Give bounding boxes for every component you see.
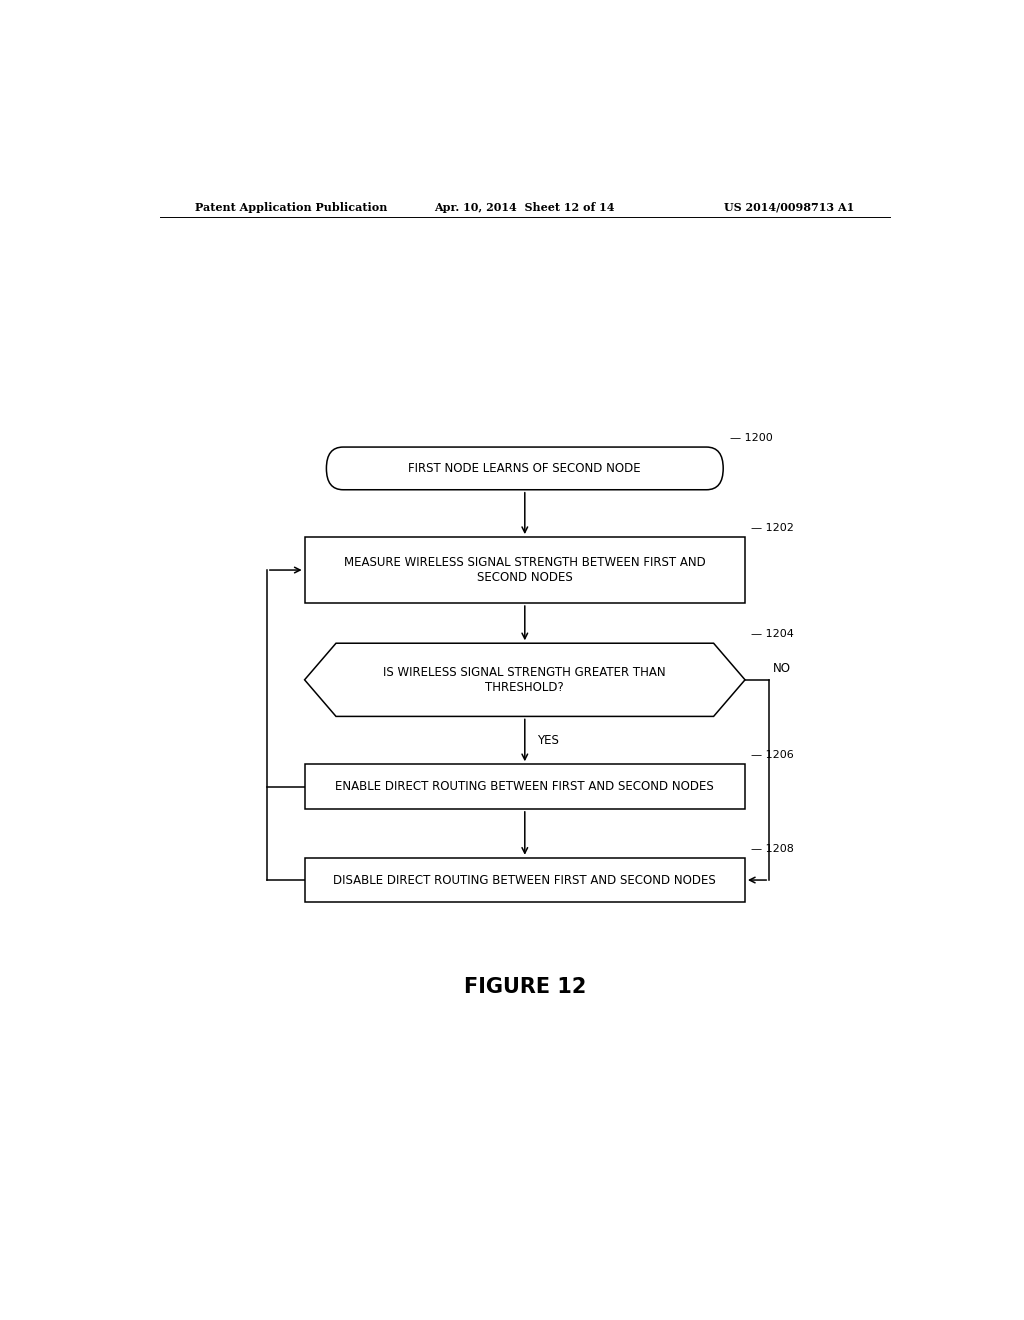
Text: — 1204: — 1204 bbox=[752, 630, 795, 639]
Text: — 1202: — 1202 bbox=[752, 523, 795, 533]
Text: — 1208: — 1208 bbox=[752, 843, 795, 854]
Text: — 1200: — 1200 bbox=[729, 433, 772, 444]
Text: IS WIRELESS SIGNAL STRENGTH GREATER THAN
THRESHOLD?: IS WIRELESS SIGNAL STRENGTH GREATER THAN… bbox=[383, 665, 667, 694]
Text: NO: NO bbox=[773, 661, 792, 675]
Polygon shape bbox=[304, 643, 745, 717]
Text: US 2014/0098713 A1: US 2014/0098713 A1 bbox=[724, 202, 854, 213]
Text: Patent Application Publication: Patent Application Publication bbox=[196, 202, 388, 213]
FancyBboxPatch shape bbox=[304, 858, 745, 903]
Text: FIRST NODE LEARNS OF SECOND NODE: FIRST NODE LEARNS OF SECOND NODE bbox=[409, 462, 641, 475]
Text: FIGURE 12: FIGURE 12 bbox=[464, 977, 586, 997]
FancyBboxPatch shape bbox=[304, 537, 745, 603]
Text: ENABLE DIRECT ROUTING BETWEEN FIRST AND SECOND NODES: ENABLE DIRECT ROUTING BETWEEN FIRST AND … bbox=[336, 780, 714, 793]
Text: Apr. 10, 2014  Sheet 12 of 14: Apr. 10, 2014 Sheet 12 of 14 bbox=[434, 202, 615, 213]
Text: YES: YES bbox=[537, 734, 558, 747]
FancyBboxPatch shape bbox=[327, 447, 723, 490]
Text: — 1206: — 1206 bbox=[752, 750, 795, 760]
Text: MEASURE WIRELESS SIGNAL STRENGTH BETWEEN FIRST AND
SECOND NODES: MEASURE WIRELESS SIGNAL STRENGTH BETWEEN… bbox=[344, 556, 706, 583]
Text: DISABLE DIRECT ROUTING BETWEEN FIRST AND SECOND NODES: DISABLE DIRECT ROUTING BETWEEN FIRST AND… bbox=[334, 874, 716, 887]
FancyBboxPatch shape bbox=[304, 764, 745, 809]
